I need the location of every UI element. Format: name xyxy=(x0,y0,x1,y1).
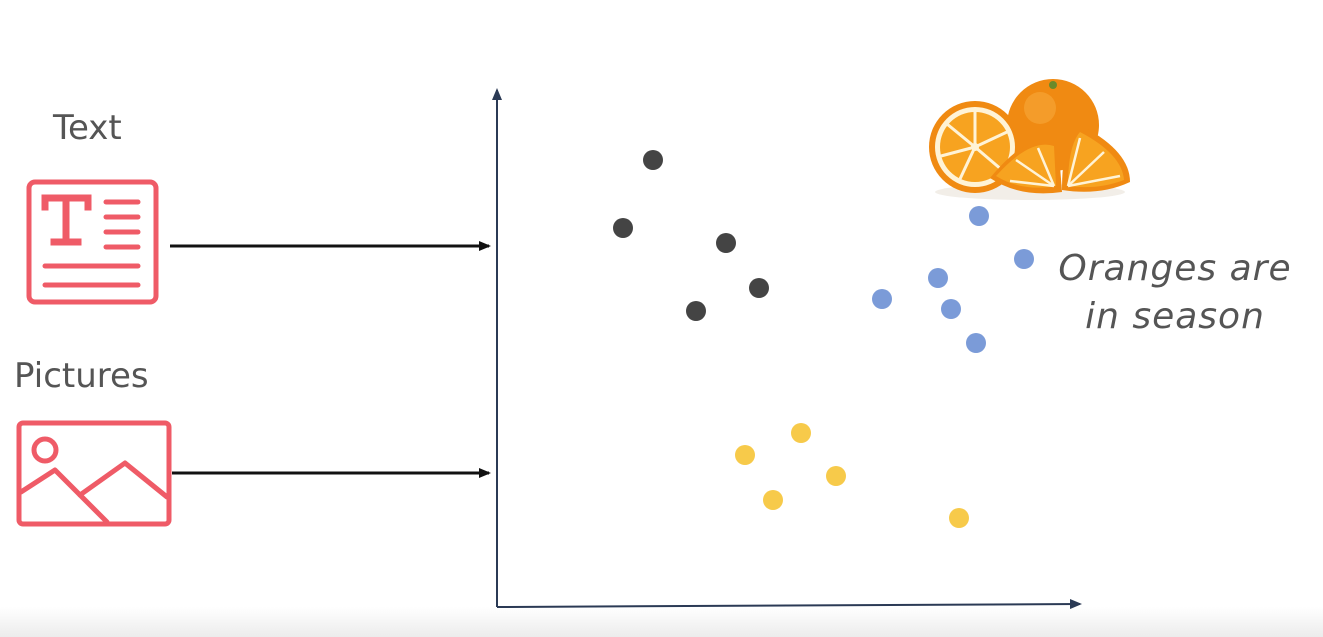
blue-point xyxy=(969,206,989,226)
caption-line-2: in season xyxy=(1085,296,1265,337)
dark-point xyxy=(643,150,663,170)
text-document-icon xyxy=(26,179,159,305)
text-input-label: Text xyxy=(53,108,122,148)
yellow-point xyxy=(763,490,783,510)
yellow-point xyxy=(735,445,755,465)
dark-point xyxy=(749,278,769,298)
yellow-point xyxy=(949,508,969,528)
blue-point xyxy=(941,299,961,319)
dark-cluster xyxy=(613,150,769,321)
pictures-input-label: Pictures xyxy=(14,356,149,396)
dark-point xyxy=(716,233,736,253)
yellow-cluster xyxy=(735,423,969,528)
blue-point xyxy=(1014,249,1034,269)
bottom-shadow xyxy=(0,607,1323,637)
caption-line-1: Oranges are xyxy=(1058,248,1292,289)
yellow-point xyxy=(791,423,811,443)
oranges-caption: Oranges are in season xyxy=(1040,245,1310,341)
blue-point xyxy=(872,289,892,309)
x-axis xyxy=(496,599,1082,610)
dark-point xyxy=(613,218,633,238)
yellow-point xyxy=(826,466,846,486)
blue-point xyxy=(928,268,948,288)
blue-point xyxy=(966,333,986,353)
image-landscape-icon xyxy=(16,420,172,527)
oranges-image xyxy=(929,79,1130,200)
blue-cluster xyxy=(872,206,1034,353)
dark-point xyxy=(686,301,706,321)
